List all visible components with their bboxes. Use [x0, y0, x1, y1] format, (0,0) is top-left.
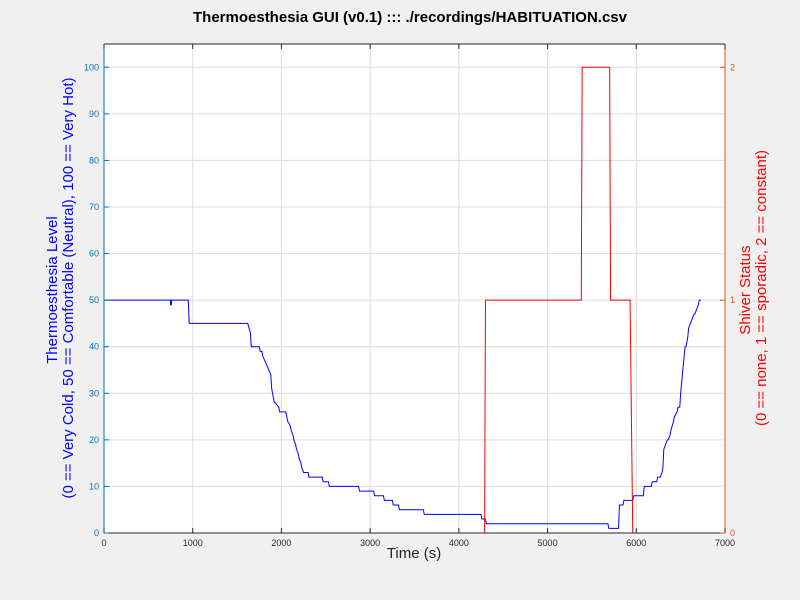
x-tick-label-0: 0: [101, 538, 106, 548]
left-y-tick-label-2: 20: [89, 435, 99, 445]
left-y-tick-label-9: 90: [89, 109, 99, 119]
chart-title: Thermoesthesia GUI (v0.1) ::: ./recordin…: [193, 9, 628, 26]
left-y-tick-label-0: 0: [94, 528, 99, 538]
x-tick-label-1: 1000: [183, 538, 203, 548]
thermoesthesia-level-line: [104, 299, 702, 529]
x-tick-label-4: 4000: [449, 538, 469, 548]
x-tick-label-6: 6000: [626, 538, 646, 548]
left-y-tick-label-10: 100: [84, 62, 99, 72]
left-axis-label: Thermoesthesia Level (0 == Very Cold, 50…: [44, 77, 77, 498]
right-axis-label: Shiver Status (0 == none, 1 == sporadic,…: [737, 150, 770, 426]
x-tick-label-3: 3000: [360, 538, 380, 548]
grid: [104, 44, 725, 533]
right-y-tick-label-1: 1: [730, 295, 735, 305]
left-y-tick-label-6: 60: [89, 249, 99, 259]
x-axis-label: Time (s): [387, 545, 441, 562]
right-axis-label-line-2: (0 == none, 1 == sporadic, 2 == constant…: [753, 150, 770, 426]
left-y-tick-label-5: 50: [89, 295, 99, 305]
left-axis-label-line-1: Thermoesthesia Level: [44, 216, 61, 364]
left-y-tick-label-8: 80: [89, 155, 99, 165]
left-y-tick-label-3: 30: [89, 388, 99, 398]
x-tick-label-2: 2000: [271, 538, 291, 548]
left-y-tick-label-1: 10: [89, 481, 99, 491]
x-tick-label-5: 5000: [538, 538, 558, 548]
ticks: 0 1000 2000 3000 4000 5000 6000 700001020304050…: [84, 44, 735, 548]
plot-area: [104, 44, 725, 533]
svg-text:Thermoesthesia Level (0: Thermoesthesia Level (0 == Very Cold, 50…: [44, 77, 77, 498]
right-y-tick-label-2: 2: [730, 62, 735, 72]
shiver-status-line: [104, 66, 702, 534]
series-layer: [104, 66, 702, 534]
axes: [103, 43, 726, 534]
left-y-tick-label-4: 40: [89, 342, 99, 352]
svg-text:Shiver Status (0 == none: Shiver Status (0 == none, 1 == sporadic,…: [737, 150, 770, 426]
x-tick-label-7: 7000: [715, 538, 735, 548]
right-y-tick-label-0: 0: [730, 528, 735, 538]
right-axis-label-line-1: Shiver Status: [737, 245, 754, 334]
left-y-tick-label-7: 70: [89, 202, 99, 212]
left-axis-label-line-2: (0 == Very Cold, 50 == Comfortable (Neut…: [60, 77, 77, 498]
